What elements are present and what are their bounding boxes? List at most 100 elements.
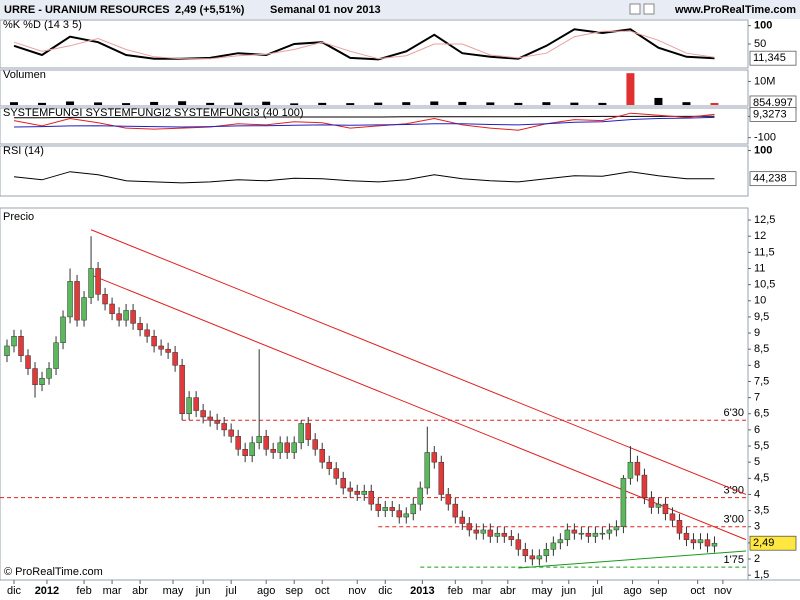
level-label: 6'30 [724, 407, 744, 419]
volume-bar [318, 102, 327, 105]
x-tick-label: abr [132, 585, 148, 597]
x-tick-label: jun [195, 585, 211, 597]
last-value-label: 2,49 [753, 537, 774, 549]
y-tick-label: 3,5 [754, 505, 769, 517]
y-tick-label: 7,5 [754, 375, 769, 387]
volume-bar [570, 102, 579, 105]
candle-body [333, 468, 339, 479]
legend-entry: SYSTEMFUNGI3 [174, 107, 260, 119]
candle-body [144, 329, 150, 337]
candle-body [368, 490, 374, 505]
x-tick-label: 2012 [35, 585, 59, 597]
candle-body [221, 423, 227, 431]
last-value-box [749, 107, 797, 122]
candle-body [53, 342, 59, 369]
x-tick-label: mar [472, 585, 491, 597]
x-tick-label: jul [591, 585, 603, 597]
candle-body [46, 368, 52, 379]
candle-body [662, 503, 669, 515]
candle-body [235, 436, 241, 450]
x-tick-label: dic [7, 585, 22, 597]
candle-body [298, 423, 304, 444]
candle-body [249, 442, 255, 456]
candle-body [102, 294, 108, 305]
volume-bar [94, 102, 103, 105]
y-tick-label: 3 [754, 521, 760, 533]
volume-bar [10, 102, 19, 105]
series-line [13, 30, 715, 60]
volume-bar [374, 102, 383, 105]
y-tick-label: 8,5 [754, 343, 769, 355]
x-tick-label: 2013 [410, 585, 434, 597]
candle-body [11, 336, 17, 347]
candle-body [613, 526, 620, 531]
level-label: 1'75 [724, 554, 744, 566]
candle-body [690, 539, 697, 544]
y-tick-label: 5,5 [754, 440, 769, 452]
candle-body [263, 436, 269, 450]
header-quote: 2,49 (+5,51%) [175, 4, 245, 16]
candle-body [39, 377, 45, 385]
x-tick-label: mar [103, 585, 122, 597]
candle-body [242, 449, 248, 456]
candle-body [557, 539, 564, 544]
y-tick-label: 7 [754, 392, 760, 404]
candle-body [186, 397, 192, 415]
candle-body [172, 352, 178, 366]
candle-body [501, 532, 508, 537]
y-tick-label: 10,5 [754, 279, 775, 291]
header-bar [0, 0, 800, 19]
x-tick-label: nov [348, 585, 366, 597]
panel-frame [0, 107, 749, 145]
candle-body [158, 345, 164, 350]
candle-body [424, 452, 431, 489]
candle-body [214, 419, 220, 424]
volume-bar [262, 101, 271, 105]
series-line [14, 115, 715, 119]
candle-body [634, 461, 641, 476]
window-button[interactable] [643, 3, 655, 15]
candle-body [319, 449, 325, 463]
last-value-label: 854.997 [753, 97, 793, 109]
x-tick-label: sep [650, 585, 668, 597]
volume-bar [542, 102, 551, 105]
candle-body [200, 410, 206, 418]
volume-bar [38, 102, 47, 105]
volume-bar [206, 102, 215, 105]
candle-body [529, 555, 536, 560]
volume-bar [514, 102, 523, 105]
level-label: 3'00 [724, 514, 744, 526]
panel-title: Precio [3, 211, 34, 223]
y-tick-label: 11 [754, 262, 765, 274]
panel-title: RSI (14) [3, 145, 44, 157]
candle-body [641, 474, 648, 498]
candle-body [487, 529, 494, 537]
volume-bar [682, 102, 691, 105]
last-value-label: 11,345 [753, 52, 786, 64]
candle-body [403, 513, 410, 518]
header-period: Semanal 01 nov 2013 [270, 4, 381, 16]
candle-body [522, 549, 529, 557]
window-button[interactable] [629, 3, 641, 15]
y-tick-label: 50 [754, 38, 766, 50]
last-value-box [749, 50, 797, 66]
candle-body [452, 503, 459, 518]
y-tick-label: 1,5 [754, 569, 769, 581]
candle-body [193, 397, 199, 411]
candle-body [375, 503, 382, 511]
x-tick-label: oct [690, 585, 705, 597]
candle-body [270, 449, 276, 453]
volume-bar [402, 102, 411, 105]
candle-body [564, 529, 571, 540]
panel-title: %K %D (14 3 5) [3, 19, 82, 31]
candle-body [515, 539, 522, 550]
candle-body [88, 268, 94, 298]
volume-bar [598, 102, 607, 105]
y-tick-label: 10M [754, 75, 775, 87]
candle-body [4, 345, 10, 356]
trend-line [518, 550, 747, 569]
candle-body [25, 355, 31, 369]
volume-bar [234, 102, 243, 105]
y-tick-label: 9,5 [754, 311, 769, 323]
volume-bar [486, 102, 495, 105]
